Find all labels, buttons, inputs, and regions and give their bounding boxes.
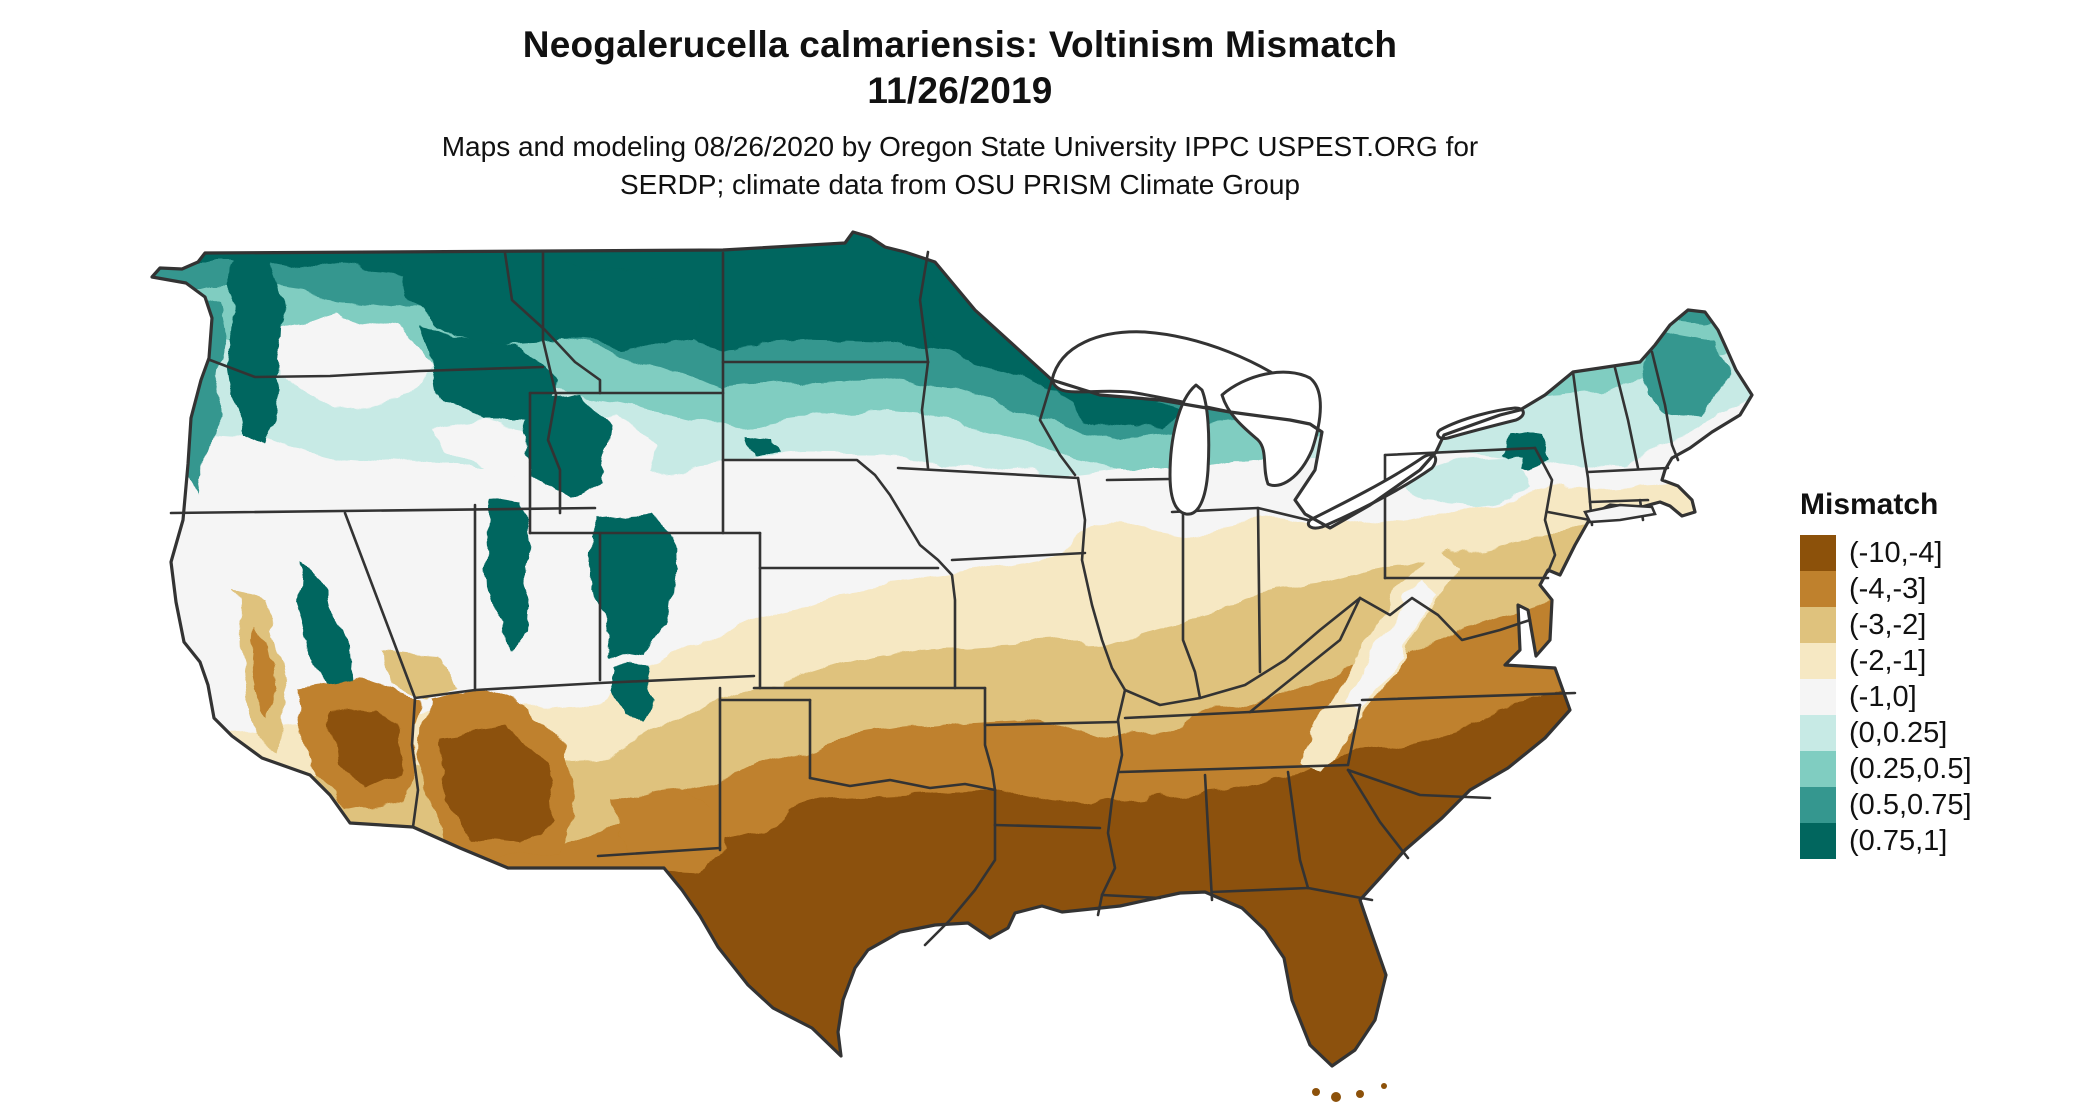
legend-title: Mismatch	[1800, 488, 1939, 521]
legend-item: (-1,0]	[1800, 679, 1972, 715]
legend-label: (0.25,0.5]	[1849, 752, 1972, 785]
legend-swatch	[1800, 643, 1836, 679]
legend-label: (-4,-3]	[1849, 572, 1927, 605]
patch-northern-rockies	[395, 258, 700, 350]
legend-swatch	[1800, 679, 1836, 715]
patch-mojave-tan	[380, 650, 455, 700]
map-title-date: 11/26/2019	[867, 70, 1053, 111]
map-canvas	[150, 230, 1754, 1102]
legend-label: (0.5,0.75]	[1849, 788, 1972, 821]
patch-yellowstone	[528, 395, 610, 500]
legend-item: (-3,-2]	[1800, 607, 1972, 643]
legend-swatch	[1800, 751, 1836, 787]
legend-item: (0.5,0.75]	[1800, 787, 1972, 823]
patch-socal-desert-core	[330, 705, 405, 790]
raster-fill	[152, 232, 1752, 1066]
patch-cascades	[228, 258, 285, 450]
lake-huron	[1220, 370, 1322, 487]
legend: Mismatch (-10,-4] (-4,-3] (-3,-2] (-2,-1] (-…	[1800, 488, 1972, 859]
legend-item: (-4,-3]	[1800, 571, 1972, 607]
patch-arizona-core	[440, 730, 552, 845]
patch-columbia-plateau	[270, 310, 430, 405]
legend-label: (-1,0]	[1849, 680, 1917, 713]
legend-swatch	[1800, 715, 1836, 751]
patch-black-hills	[748, 430, 778, 458]
legend-item: (0,0.25]	[1800, 715, 1972, 751]
patch-sierra-nevada	[295, 560, 352, 705]
legend-swatch	[1800, 787, 1836, 823]
legend-item: (-2,-1]	[1800, 643, 1972, 679]
legend-label: (-10,-4]	[1849, 536, 1943, 569]
map-subtitle-line1: Maps and modeling 08/26/2020 by Oregon S…	[441, 131, 1479, 162]
patch-colorado-rockies	[595, 515, 678, 660]
legend-item: (-10,-4]	[1800, 535, 1972, 571]
legend-label: (0.75,1]	[1849, 824, 1948, 857]
patch-upper-peninsula	[1060, 385, 1180, 430]
map-title-line1: Neogalerucella calmariensis: Voltinism M…	[522, 24, 1398, 65]
florida-keys	[1312, 1083, 1387, 1102]
legend-swatch	[1800, 535, 1836, 571]
legend-items: (-10,-4] (-4,-3] (-3,-2] (-2,-1] (-1,0] (0,0.…	[1800, 535, 1972, 859]
state-borders	[169, 250, 1680, 947]
patch-appalachians-core	[1342, 580, 1435, 715]
header: Neogalerucella calmariensis: Voltinism M…	[0, 22, 1920, 204]
lake-michigan	[1168, 383, 1211, 516]
legend-item: (0.25,0.5]	[1800, 751, 1972, 787]
legend-item: (0.75,1]	[1800, 823, 1972, 859]
legend-swatch	[1800, 823, 1836, 859]
lake-erie	[1306, 453, 1438, 530]
us-mismatch-map	[140, 225, 1810, 1116]
legend-swatch	[1800, 607, 1836, 643]
legend-swatch	[1800, 571, 1836, 607]
great-lakes	[1050, 330, 1525, 530]
conus-outline	[150, 230, 1754, 1068]
long-island	[1583, 503, 1657, 524]
patch-wasatch	[485, 495, 530, 645]
legend-label: (0,0.25]	[1849, 716, 1948, 749]
patch-central-idaho	[420, 330, 560, 420]
patch-central-valley-core	[250, 625, 278, 715]
map-subtitle-line2: SERDP; climate data from OSU PRISM Clima…	[620, 169, 1300, 200]
legend-label: (-3,-2]	[1849, 608, 1927, 641]
legend-label: (-2,-1]	[1849, 644, 1927, 677]
